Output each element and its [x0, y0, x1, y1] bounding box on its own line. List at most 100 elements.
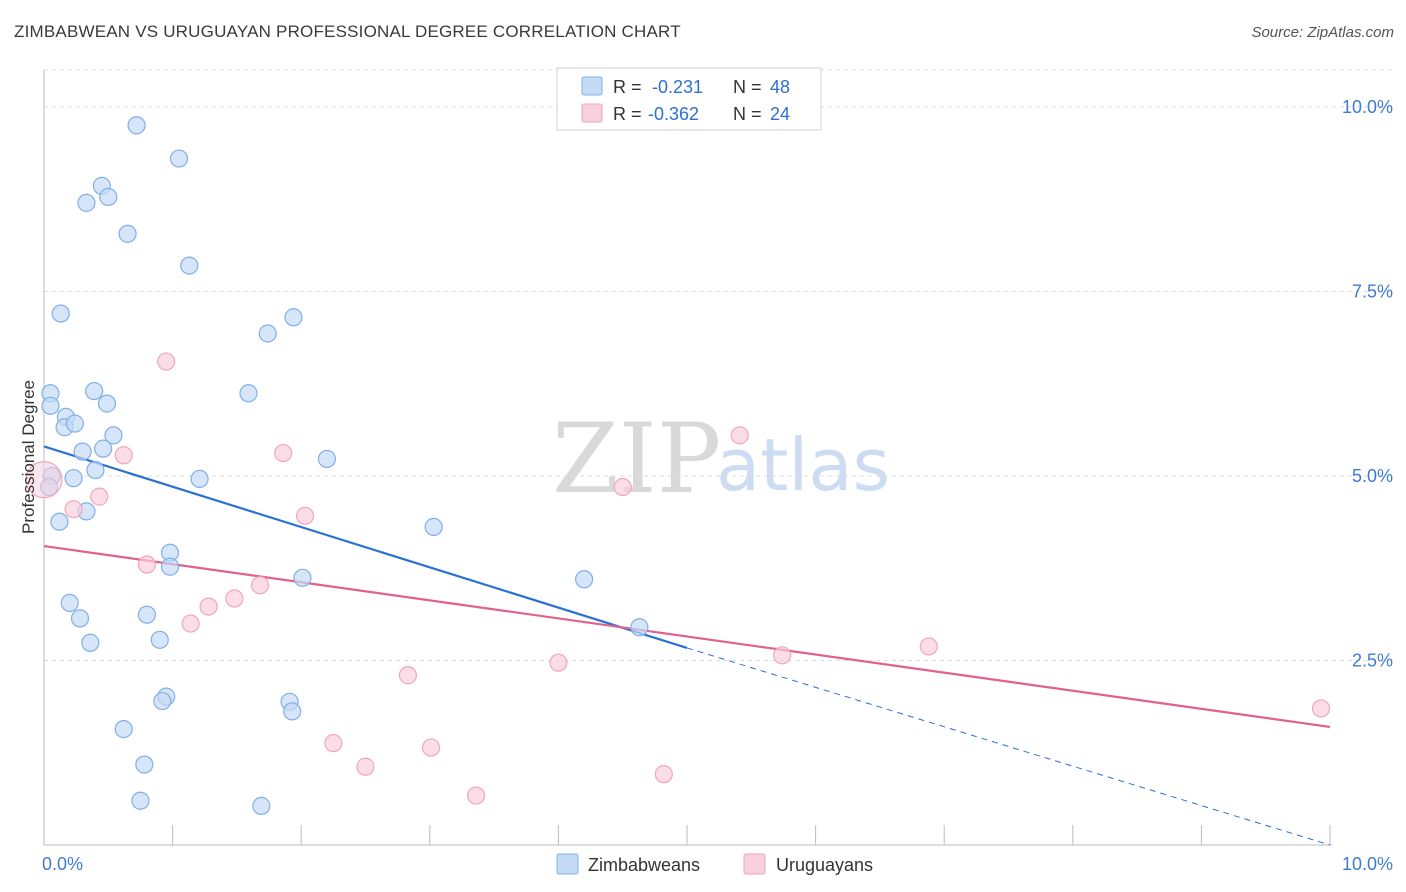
trend-line-zimbabweans-extension	[686, 647, 1331, 846]
x-tick-label: 10.0%	[1342, 854, 1393, 874]
point-uruguayans	[64, 500, 83, 519]
y-tick-label: 7.5%	[1352, 281, 1393, 301]
stats-box: R = -0.231 N = 48 R = -0.362 N = 24	[556, 67, 822, 131]
point-uruguayans	[225, 589, 244, 608]
point-zimbabweans	[135, 755, 154, 774]
watermark-zip: ZIP	[552, 403, 721, 515]
point-uruguayans	[250, 576, 270, 595]
point-uruguayans	[199, 597, 218, 616]
stats-n-label-uruguayans: N =	[733, 104, 762, 124]
point-zimbabweans	[104, 426, 123, 445]
x-ticks	[172, 825, 1331, 845]
point-zimbabweans	[283, 702, 302, 721]
point-uruguayans	[137, 555, 156, 574]
y-tick-label: 2.5%	[1352, 650, 1393, 670]
point-zimbabweans	[99, 187, 118, 207]
point-uruguayans	[295, 506, 315, 525]
y-tick-label: 10.0%	[1342, 97, 1393, 117]
point-uruguayans	[324, 734, 343, 753]
point-zimbabweans	[94, 439, 113, 458]
data-points	[25, 116, 1331, 815]
point-uruguayans	[398, 666, 418, 685]
point-zimbabweans	[150, 630, 169, 649]
point-uruguayans	[773, 646, 792, 665]
point-zimbabweans	[114, 720, 133, 739]
stats-r-value-uruguayans: -0.362	[648, 104, 699, 124]
point-uruguayans	[549, 653, 568, 672]
point-zimbabweans	[160, 557, 180, 576]
point-zimbabweans	[630, 618, 649, 637]
point-zimbabweans	[127, 116, 146, 135]
point-zimbabweans	[575, 570, 594, 589]
point-uruguayans	[919, 637, 938, 656]
y-tick-label: 5.0%	[1352, 466, 1393, 486]
legend: Zimbabweans Uruguayans	[556, 853, 873, 875]
point-zimbabweans	[65, 414, 84, 433]
point-zimbabweans	[81, 633, 100, 652]
trend-line-zimbabweans	[43, 445, 688, 649]
point-uruguayans	[114, 446, 133, 465]
point-zimbabweans	[77, 193, 96, 212]
point-zimbabweans	[64, 469, 83, 488]
point-zimbabweans	[153, 691, 172, 711]
point-zimbabweans	[284, 308, 303, 327]
y-axis-title: Professional Degree	[19, 380, 38, 534]
point-zimbabweans	[86, 460, 105, 480]
point-zimbabweans	[137, 605, 156, 624]
x-tick-labels: 0.0% 10.0%	[42, 854, 1393, 874]
x-tick-label: 0.0%	[42, 854, 83, 874]
point-uruguayans	[654, 765, 673, 784]
point-zimbabweans	[317, 449, 337, 469]
point-zimbabweans	[131, 791, 150, 810]
chart-title: ZIMBABWEAN VS URUGUAYAN PROFESSIONAL DEG…	[14, 22, 681, 41]
stats-swatch-zimbabweans	[581, 76, 603, 96]
point-zimbabweans	[41, 396, 60, 415]
trend-line-uruguayans	[43, 544, 1331, 728]
watermark: ZIP atlas	[552, 403, 890, 515]
point-zimbabweans	[239, 384, 258, 403]
stats-r-label-zimbabweans: R =	[613, 77, 642, 97]
chart-source: Source: ZipAtlas.com	[1251, 24, 1394, 41]
point-uruguayans	[90, 487, 109, 506]
trend-lines	[43, 445, 1331, 846]
point-uruguayans	[181, 614, 200, 633]
point-uruguayans	[157, 352, 176, 371]
point-uruguayans	[613, 477, 632, 497]
stats-n-label-zimbabweans: N =	[733, 77, 762, 97]
axes	[43, 70, 1332, 846]
point-uruguayans	[25, 461, 63, 499]
point-zimbabweans	[85, 381, 104, 401]
point-zimbabweans	[73, 442, 92, 461]
point-uruguayans	[730, 426, 749, 445]
point-uruguayans	[356, 757, 375, 776]
point-zimbabweans	[180, 256, 199, 275]
y-tick-labels: 2.5% 5.0% 7.5% 10.0%	[1342, 97, 1393, 671]
point-zimbabweans	[293, 568, 312, 587]
point-zimbabweans	[252, 796, 271, 815]
point-uruguayans	[274, 443, 293, 463]
point-uruguayans	[421, 738, 441, 757]
point-zimbabweans	[60, 593, 79, 613]
point-zimbabweans	[97, 394, 117, 413]
legend-swatch-uruguayans	[743, 853, 766, 875]
point-zimbabweans	[51, 304, 70, 323]
stats-r-label-uruguayans: R =	[613, 104, 642, 124]
point-zimbabweans	[70, 609, 90, 628]
legend-swatch-zimbabweans	[556, 853, 579, 875]
stats-n-value-uruguayans: 24	[770, 104, 790, 124]
point-zimbabweans	[118, 224, 137, 243]
gridlines	[44, 69, 1392, 661]
point-zimbabweans	[50, 512, 69, 531]
legend-label-zimbabweans: Zimbabweans	[588, 855, 700, 875]
point-zimbabweans	[169, 149, 189, 168]
stats-r-value-zimbabweans: -0.231	[652, 77, 703, 97]
point-uruguayans	[1311, 699, 1331, 718]
legend-label-uruguayans: Uruguayans	[776, 855, 873, 875]
point-zimbabweans	[424, 517, 443, 536]
point-zimbabweans	[258, 324, 277, 343]
stats-swatch-uruguayans	[581, 103, 603, 123]
point-zimbabweans	[190, 469, 209, 489]
stats-n-value-zimbabweans: 48	[770, 77, 790, 97]
point-uruguayans	[466, 786, 486, 805]
